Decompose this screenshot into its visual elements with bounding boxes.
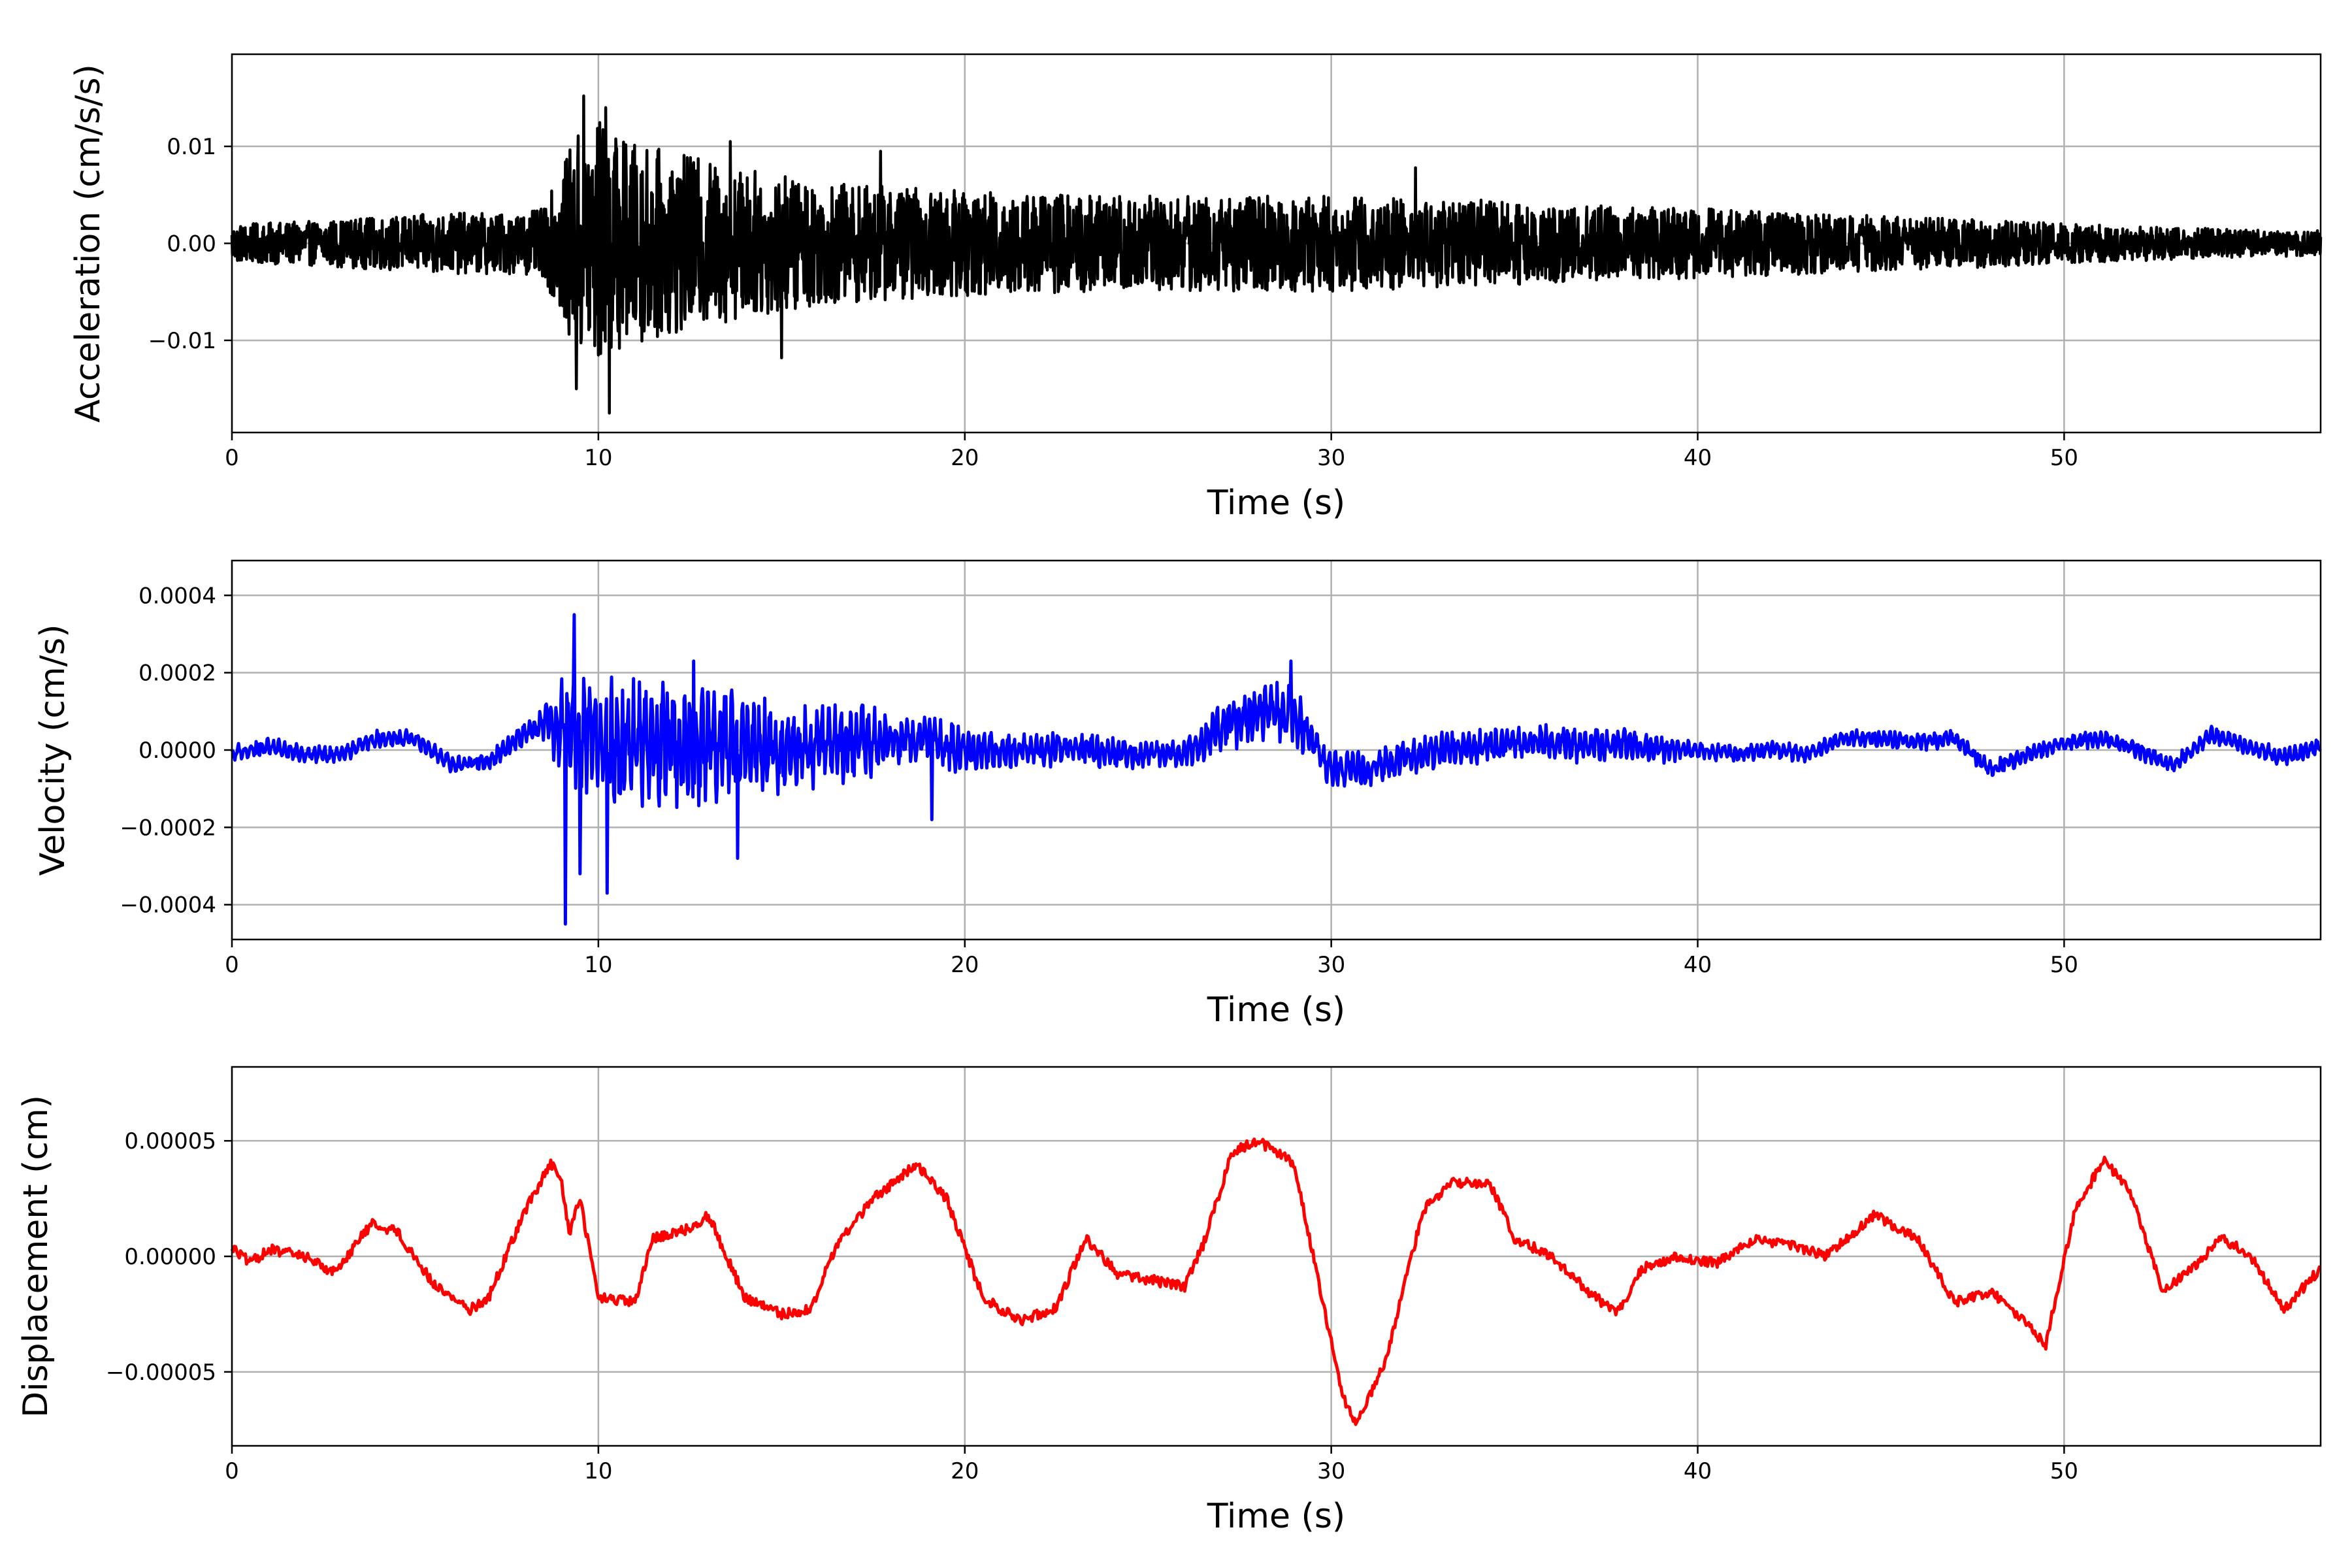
- acceleration-x-tick-label: 0: [225, 445, 239, 471]
- velocity-x-tick-label: 30: [1317, 952, 1345, 978]
- velocity-y-tick-label: −0.0002: [120, 815, 216, 841]
- displacement-trace: [230, 1137, 2321, 1426]
- displacement-panel: 0 10 20 30 40 50 −0.00005 0.00000 0.00005 Time (…: [16, 1066, 2322, 1536]
- velocity-x-axis-label: Time (s): [1207, 990, 1345, 1030]
- velocity-y-tick-label: −0.0004: [120, 892, 216, 919]
- velocity-y-axis-label: Velocity (cm/s): [33, 625, 73, 876]
- displacement-x-tick-label: 40: [1684, 1458, 1712, 1484]
- velocity-x-tick-label: 0: [225, 952, 239, 978]
- displacement-series: [230, 1137, 2321, 1426]
- acceleration-y-tick-label: 0.00: [167, 231, 216, 257]
- velocity-ticks: 0 10 20 30 40 50 −0.0004 −0.0002 0.0000 0.0002 0.0…: [120, 583, 2078, 978]
- acceleration-y-tick-label: −0.01: [148, 328, 216, 354]
- velocity-x-tick-label: 20: [951, 952, 979, 978]
- displacement-y-tick-label: 0.00005: [124, 1128, 216, 1154]
- acceleration-x-tick-label: 10: [584, 445, 612, 471]
- displacement-x-tick-label: 20: [951, 1458, 979, 1484]
- displacement-x-tick-label: 10: [584, 1458, 612, 1484]
- acceleration-x-axis-label: Time (s): [1207, 483, 1345, 523]
- velocity-x-tick-label: 10: [584, 952, 612, 978]
- displacement-x-tick-label: 30: [1317, 1458, 1345, 1484]
- acceleration-x-tick-label: 40: [1684, 445, 1712, 471]
- displacement-ticks: 0 10 20 30 40 50 −0.00005 0.00000 0.00005: [106, 1128, 2078, 1484]
- acceleration-trace: [230, 94, 2323, 415]
- velocity-y-tick-label: 0.0004: [139, 583, 216, 609]
- acceleration-x-tick-label: 20: [951, 445, 979, 471]
- velocity-x-tick-label: 50: [2050, 952, 2078, 978]
- acceleration-y-tick-label: 0.01: [167, 134, 216, 160]
- acceleration-y-axis-label: Acceleration (cm/s/s): [69, 64, 108, 423]
- displacement-x-tick-label: 0: [225, 1458, 239, 1484]
- acceleration-series: [230, 94, 2323, 415]
- velocity-y-tick-label: 0.0002: [139, 661, 216, 687]
- acceleration-x-tick-label: 50: [2050, 445, 2078, 471]
- velocity-x-tick-label: 40: [1684, 952, 1712, 978]
- acceleration-ticks: 0 10 20 30 40 50 −0.01 0.00 0.01: [148, 134, 2078, 471]
- velocity-trace: [230, 613, 2322, 926]
- displacement-y-axis-label: Displacement (cm): [16, 1095, 56, 1418]
- acceleration-x-tick-label: 30: [1317, 445, 1345, 471]
- displacement-y-tick-label: 0.00000: [124, 1244, 216, 1270]
- velocity-series: [230, 613, 2322, 926]
- acceleration-panel: 0 10 20 30 40 50 −0.01 0.00 0.01 Time (s) Accele…: [69, 53, 2323, 523]
- displacement-x-axis-label: Time (s): [1207, 1497, 1345, 1536]
- velocity-y-tick-label: 0.0000: [139, 738, 216, 764]
- displacement-x-tick-label: 50: [2050, 1458, 2078, 1484]
- displacement-y-tick-label: −0.00005: [106, 1360, 216, 1386]
- velocity-panel: 0 10 20 30 40 50 −0.0004 −0.0002 0.0000 0.0002 0.0…: [33, 559, 2322, 1030]
